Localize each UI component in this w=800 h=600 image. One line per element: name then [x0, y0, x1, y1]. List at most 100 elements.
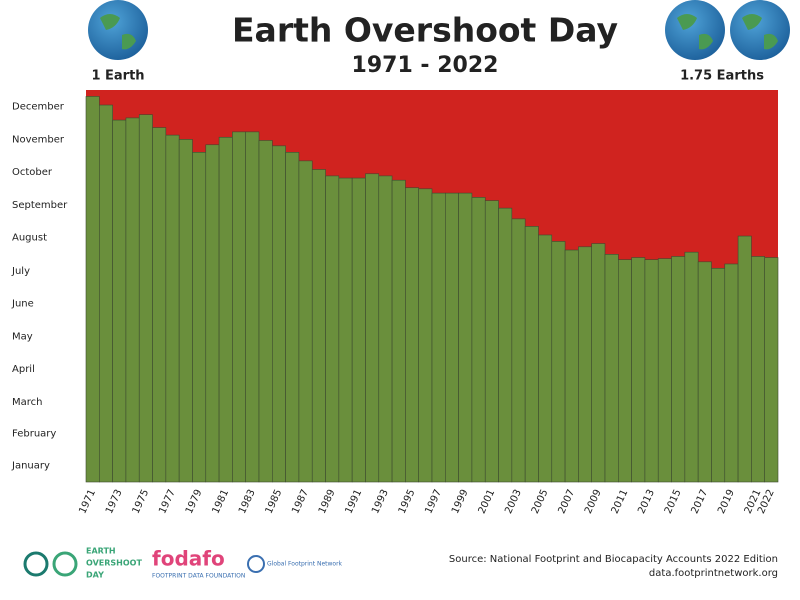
bar	[245, 131, 260, 483]
x-tick-label: 1975	[131, 488, 152, 516]
bar	[751, 256, 765, 483]
x-tick-label: 1999	[450, 488, 471, 516]
x-tick-label: 1981	[210, 488, 231, 516]
source: Source: National Footprint and Biocapaci…	[449, 554, 778, 565]
bar	[764, 257, 779, 483]
bar	[684, 251, 699, 483]
x-tick-label: 2019	[716, 488, 737, 516]
bar	[697, 261, 712, 483]
bar	[165, 134, 180, 483]
x-tick-label: 2007	[556, 488, 577, 516]
y-tick-label: March	[12, 397, 42, 408]
x-tick-label: 2013	[636, 488, 657, 516]
x-tick-label: 1983	[237, 488, 258, 516]
x-tick-label: 1987	[290, 488, 311, 516]
right-label: 1.75 Earths	[680, 69, 764, 84]
chart-title: Earth Overshoot Day	[232, 11, 618, 50]
x-tick-label: 1979	[184, 488, 205, 516]
bar	[378, 175, 393, 483]
bar	[484, 200, 499, 483]
bar	[232, 131, 246, 483]
x-tick-label: 2005	[530, 488, 551, 516]
x-tick-label: 2017	[690, 488, 711, 516]
bar	[564, 249, 579, 483]
x-tick-label: 2011	[610, 488, 631, 516]
bar	[405, 187, 419, 483]
bar	[551, 241, 566, 483]
y-tick-label: April	[12, 364, 35, 375]
y-tick-label: August	[12, 233, 47, 244]
y-tick-label: November	[12, 134, 65, 145]
bar	[365, 173, 380, 483]
globe-left	[88, 0, 148, 60]
x-tick-label: 1971	[77, 488, 98, 516]
bar	[138, 114, 153, 483]
y-tick-label: December	[12, 102, 65, 113]
x-tick-label: 1985	[264, 488, 285, 516]
bar	[311, 169, 326, 483]
bar	[152, 127, 167, 483]
logo-text: OVERSHOOT	[86, 559, 142, 568]
x-tick-label: 1991	[344, 488, 365, 516]
bar	[471, 197, 486, 483]
logo-text: Global Footprint Network	[267, 561, 343, 568]
bar	[325, 175, 340, 483]
x-tick-label: 2001	[477, 488, 498, 516]
bar	[338, 177, 353, 483]
x-tick-label: 1977	[157, 488, 178, 516]
y-tick-label: May	[12, 331, 33, 342]
bar	[351, 177, 366, 483]
bar	[445, 192, 459, 483]
bar	[498, 207, 513, 483]
logo-text: DAY	[86, 571, 104, 580]
y-tick-label: October	[12, 167, 53, 178]
logo-text: FOOTPRINT DATA FOUNDATION	[152, 573, 245, 580]
bar	[192, 151, 207, 483]
bar	[85, 96, 100, 483]
bar	[391, 179, 406, 483]
bar	[724, 263, 739, 483]
bar	[125, 117, 140, 483]
bar	[538, 234, 553, 483]
bar	[644, 259, 659, 483]
bar	[591, 243, 606, 483]
bar	[578, 246, 592, 483]
bar	[511, 218, 526, 483]
y-tick-label: September	[12, 200, 68, 211]
left-label: 1 Earth	[91, 69, 144, 84]
bar	[298, 160, 313, 483]
logo-eod: EARTH OVERSHOOT DAY	[23, 547, 142, 580]
x-tick-label: 1997	[423, 488, 444, 516]
logo-gfn	[247, 555, 265, 573]
x-tick-label: 2015	[663, 488, 684, 516]
bar	[112, 119, 127, 483]
bar	[631, 257, 646, 483]
y-tick-label: June	[11, 299, 34, 310]
x-tick-label: 1993	[370, 488, 391, 516]
bar	[218, 136, 233, 483]
bar	[618, 259, 632, 483]
bar	[524, 226, 539, 483]
globe-right	[665, 0, 790, 60]
chart-subtitle: 1971 - 2022	[352, 53, 499, 78]
bar	[604, 254, 619, 483]
bar	[205, 144, 220, 483]
x-tick-label: 2003	[503, 488, 524, 516]
x-tick-label: 1995	[397, 488, 418, 516]
source-url: data.footprintnetwork.org	[649, 568, 778, 579]
bar	[711, 267, 726, 483]
bar	[671, 256, 686, 483]
logo-text: EARTH	[86, 547, 116, 556]
y-tick-label: February	[12, 429, 56, 440]
bar	[99, 104, 113, 483]
y-tick-label: January	[11, 460, 50, 471]
bar	[272, 145, 286, 483]
bar	[258, 140, 273, 483]
x-tick-label: 1989	[317, 488, 338, 516]
bar	[418, 188, 433, 483]
bar	[178, 139, 193, 483]
y-tick-label: July	[11, 266, 30, 277]
x-tick-label: 2009	[583, 488, 604, 516]
bar	[737, 235, 752, 483]
